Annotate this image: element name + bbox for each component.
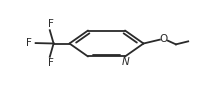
Text: F: F [48, 19, 54, 29]
Text: F: F [26, 38, 32, 48]
Text: N: N [122, 57, 130, 67]
Text: O: O [160, 34, 168, 44]
Text: F: F [48, 58, 54, 68]
